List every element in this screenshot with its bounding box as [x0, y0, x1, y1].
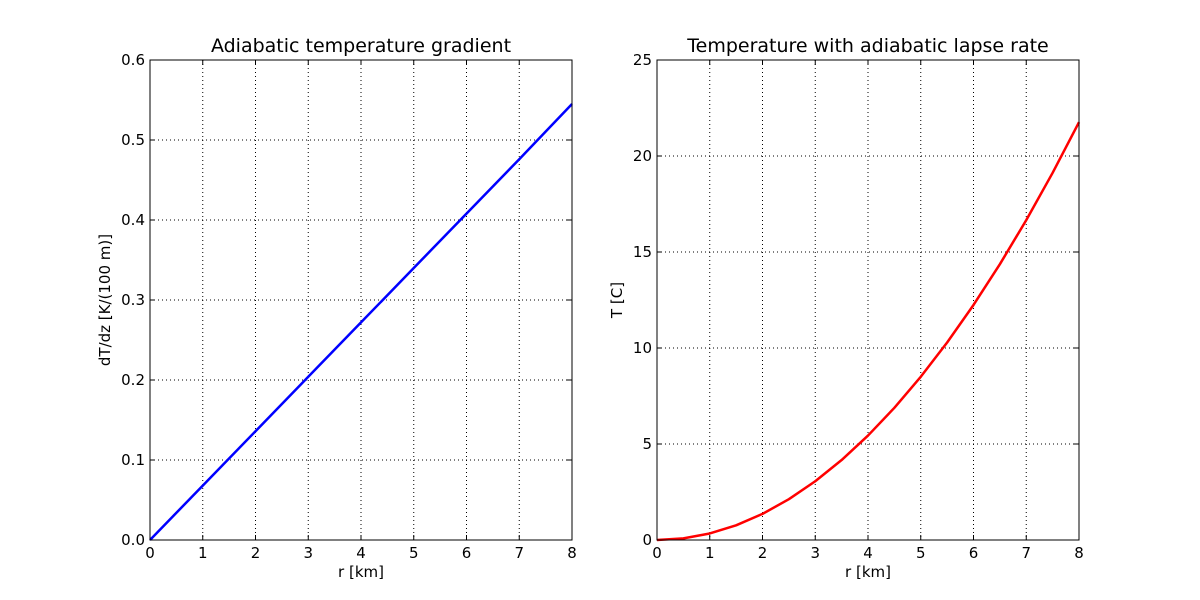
temperature-y-tick-label: 25 [633, 51, 652, 69]
gradient-x-tick-label: 3 [303, 544, 313, 562]
gradient-y-tick-label: 0.1 [121, 451, 145, 469]
temperature-x-tick-label: 4 [863, 544, 873, 562]
temperature-x-tick-label: 7 [1021, 544, 1031, 562]
gradient-x-tick-label: 1 [198, 544, 208, 562]
gradient-y-tick-label: 0.2 [121, 371, 145, 389]
gradient-x-tick-label: 6 [462, 544, 472, 562]
temperature-x-tick-label: 3 [810, 544, 820, 562]
temperature-y-axis-label: T [C] [608, 282, 626, 319]
gradient-y-tick-label: 0.5 [121, 131, 145, 149]
gradient-x-axis-label: r [km] [338, 563, 384, 581]
gradient-x-tick-label: 7 [514, 544, 524, 562]
gradient-x-tick-label: 4 [356, 544, 366, 562]
gradient-y-tick-label: 0.0 [121, 531, 145, 549]
temperature-x-tick-label: 1 [705, 544, 715, 562]
gradient-series-line [149, 103, 573, 541]
temperature-x-axis-label: r [km] [845, 563, 891, 581]
temperature-x-tick-label: 8 [1074, 544, 1084, 562]
temperature-x-tick-label: 2 [758, 544, 768, 562]
temperature-plot-title: Temperature with adiabatic lapse rate [686, 35, 1049, 57]
temperature-plot-frame [656, 59, 1080, 541]
gradient-x-tick-label: 5 [409, 544, 419, 562]
gradient-x-tick-label: 2 [251, 544, 261, 562]
gradient-y-tick-label: 0.3 [121, 291, 145, 309]
gradient-y-tick-label: 0.6 [121, 51, 145, 69]
temperature-x-tick-label: 0 [652, 544, 662, 562]
gradient-plot: Adiabatic temperature gradient r [km] dT… [96, 35, 577, 581]
gradient-plot-title: Adiabatic temperature gradient [211, 35, 511, 57]
temperature-y-tick-label: 5 [642, 435, 652, 453]
gradient-x-tick-label: 8 [567, 544, 577, 562]
temperature-plot: Temperature with adiabatic lapse rate r … [608, 35, 1084, 581]
temperature-y-tick-label: 15 [633, 243, 652, 261]
temperature-y-tick-label: 20 [633, 147, 652, 165]
gradient-y-axis-label: dT/dz [K/(100 m)] [96, 234, 114, 366]
temperature-series-line [656, 121, 1081, 542]
gradient-x-tick-label: 0 [145, 544, 155, 562]
gradient-plot-frame [149, 59, 573, 541]
gradient-y-tick-label: 0.4 [121, 211, 145, 229]
temperature-y-tick-label: 0 [642, 531, 652, 549]
temperature-x-tick-label: 5 [916, 544, 926, 562]
temperature-x-tick-label: 6 [969, 544, 979, 562]
temperature-y-tick-label: 10 [633, 339, 652, 357]
